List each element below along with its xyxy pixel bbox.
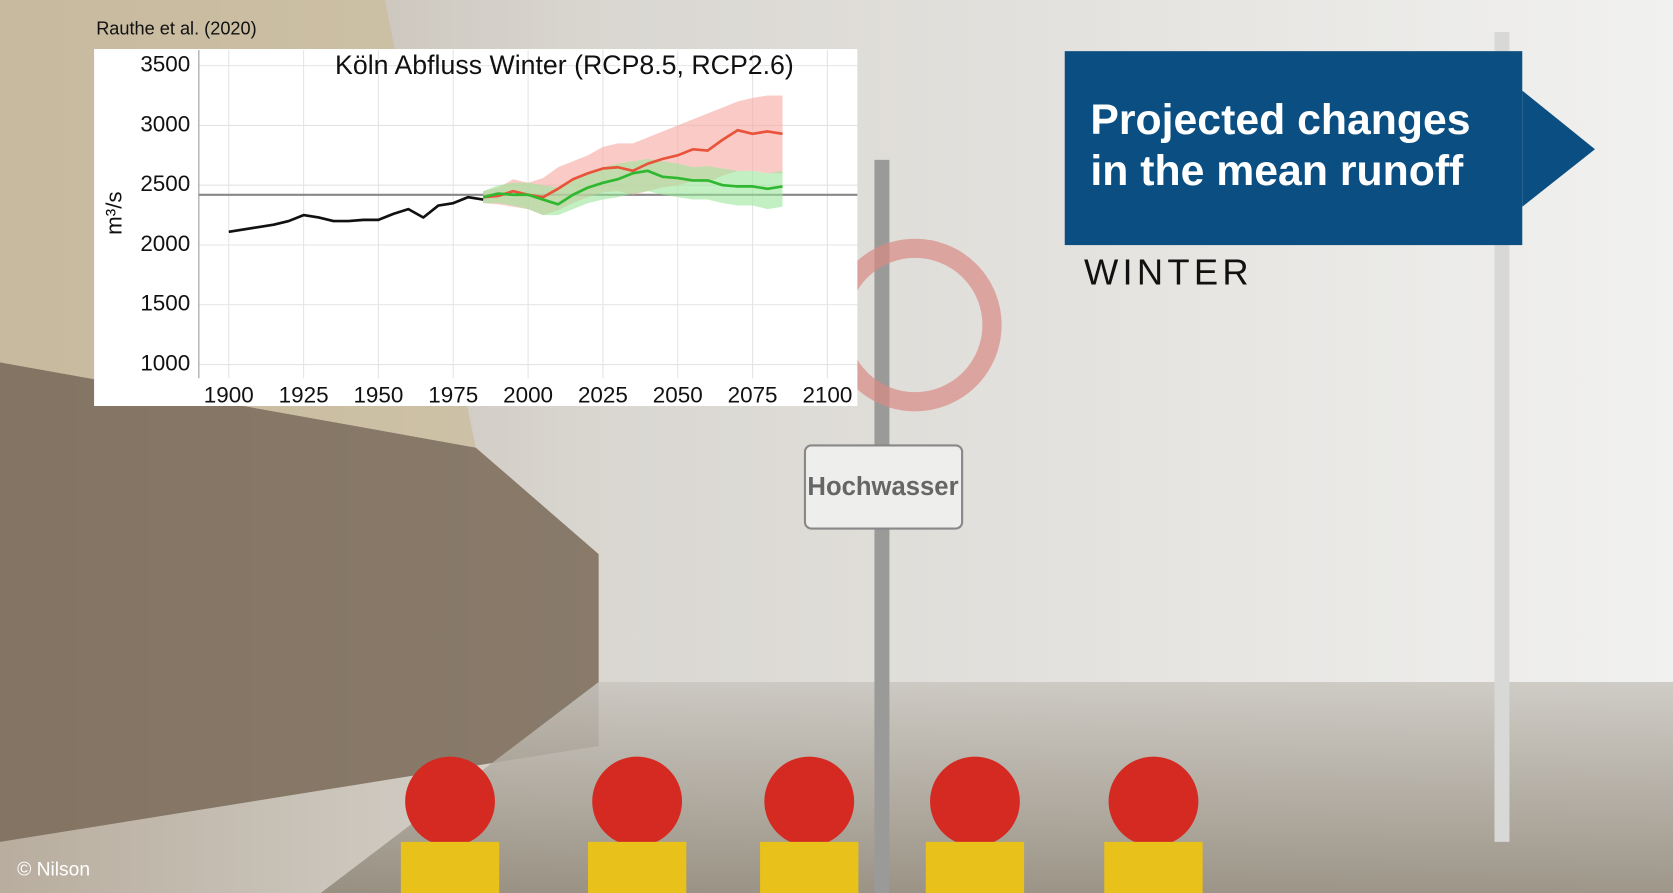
heading-arrow (1522, 90, 1595, 207)
heading-line: in the mean runoff (1090, 147, 1464, 195)
y-tick-label: 3000 (140, 111, 190, 136)
x-tick-label: 2100 (802, 382, 852, 407)
uncertainty-band (483, 158, 783, 216)
x-tick-label: 1925 (279, 382, 329, 407)
subheading: WINTER (1084, 252, 1253, 293)
x-tick-label: 1900 (204, 382, 254, 407)
x-tick-label: 1975 (428, 382, 478, 407)
sign-text: Hochwasser (807, 473, 958, 501)
y-axis-label: m³/s (101, 191, 126, 234)
x-tick-label: 2050 (653, 382, 703, 407)
heading-box (1064, 51, 1523, 246)
photo-credit: © Nilson (17, 860, 90, 881)
y-tick-label: 1000 (140, 350, 190, 375)
chart-title: Köln Abfluss Winter (RCP8.5, RCP2.6) (335, 50, 794, 80)
x-tick-label: 2075 (728, 382, 778, 407)
source: Rauthe et al. (2020) (96, 19, 256, 39)
x-tick-label: 2000 (503, 382, 553, 407)
chart: 1000 1500 2000 2500 3000 3500 1900 1925 1950 1975… (140, 50, 858, 407)
y-tick-label: 2500 (140, 171, 190, 196)
x-tick-label: 2025 (578, 382, 628, 407)
series-line (228, 195, 484, 234)
series-line (482, 169, 783, 206)
heading-line: Projected changes (1090, 96, 1470, 144)
y-tick-label: 3500 (140, 52, 190, 77)
y-tick-label: 2000 (140, 231, 190, 256)
uncertainty-band (483, 95, 783, 216)
y-tick-label: 1500 (140, 291, 190, 316)
x-tick-label: 1950 (353, 382, 403, 407)
